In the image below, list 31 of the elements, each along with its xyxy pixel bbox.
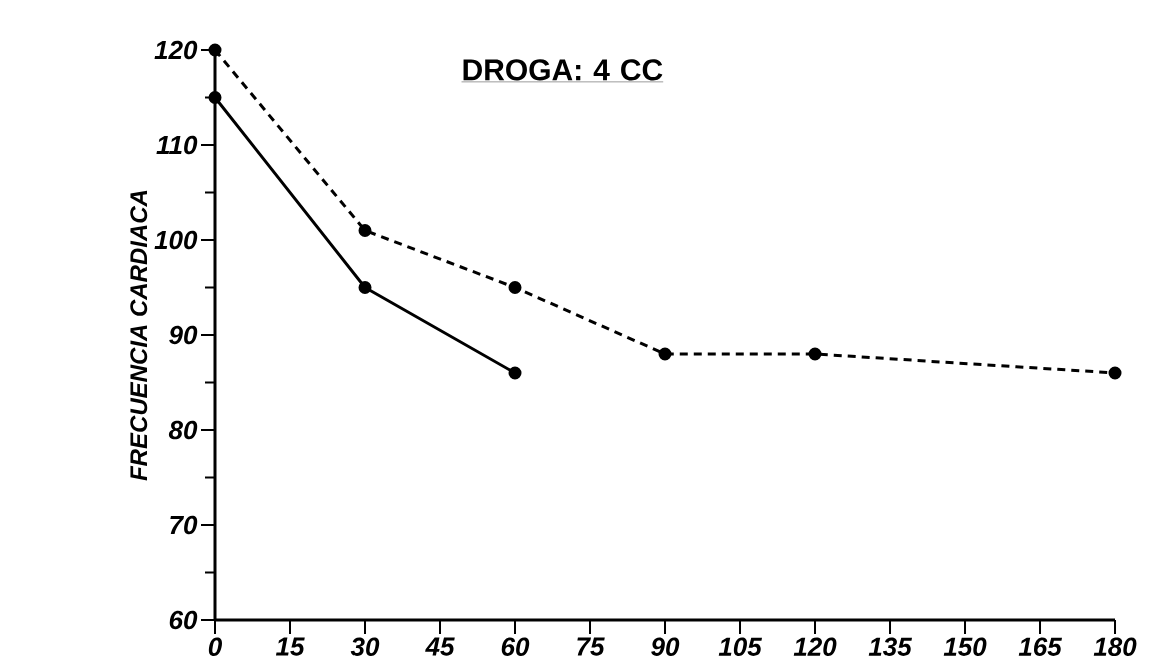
y-tick-label: 70 <box>170 515 198 535</box>
y-tick-label: 120 <box>154 40 198 60</box>
x-tick-label: 45 <box>425 637 455 656</box>
x-tick-label: 120 <box>793 637 837 656</box>
x-tick-label: 150 <box>943 637 987 656</box>
y-tick-label: 90 <box>169 325 198 345</box>
x-tick-label: 75 <box>577 637 605 656</box>
point <box>358 223 372 237</box>
point <box>1108 366 1122 380</box>
point <box>508 366 522 380</box>
point <box>208 90 222 104</box>
y-tick-label: 110 <box>156 135 198 155</box>
x-tick-label: 60 <box>501 637 530 656</box>
x-tick-label: 165 <box>1018 637 1063 656</box>
x-tick-label: 180 <box>1093 637 1137 656</box>
point <box>508 281 522 294</box>
point <box>208 43 222 57</box>
y-tick-label: 60 <box>169 610 198 630</box>
x-tick-label: 105 <box>718 637 763 656</box>
point <box>358 281 372 294</box>
y-tick-label: 100 <box>154 230 198 250</box>
chart-title: DROGA: 4 CC <box>463 59 663 81</box>
x-tick-label: 0 <box>208 637 222 656</box>
x-tick-label: 90 <box>651 637 680 656</box>
y-tick-label: 80 <box>168 420 198 440</box>
point <box>808 347 822 361</box>
x-tick-label: 30 <box>350 637 380 656</box>
y-axis-title: FRECUENCIA CARDIACA <box>130 190 148 481</box>
x-tick-label: 15 <box>275 637 305 656</box>
x-tick-label: 135 <box>868 637 913 656</box>
point <box>658 347 672 361</box>
